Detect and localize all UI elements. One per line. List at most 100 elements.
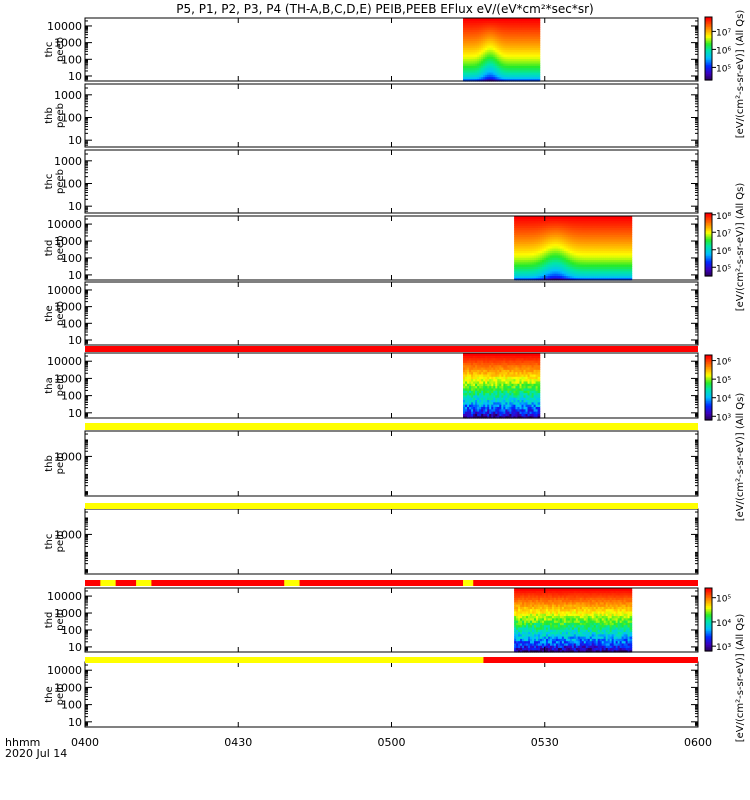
spectrogram-cell: [467, 45, 470, 48]
spectrogram-cell: [505, 369, 508, 373]
spectrogram-cell: [547, 241, 551, 245]
spectrogram-cell: [485, 38, 488, 42]
spectrogram-cell: [499, 18, 502, 21]
spectrogram-cell: [535, 404, 539, 407]
spectrogram-cell: [495, 58, 498, 62]
spectrogram-cell: [547, 227, 551, 231]
spectrogram-cell: [509, 49, 513, 53]
spectrogram-cell: [597, 220, 601, 224]
spectrogram-cell: [515, 394, 519, 398]
spectrogram-cell: [595, 277, 599, 281]
spectrogram-cell: [555, 252, 559, 256]
spectrogram-cell: [522, 620, 525, 623]
spectrogram-cell: [597, 266, 601, 270]
spectrogram-cell: [522, 642, 525, 646]
spectrogram-cell: [599, 264, 603, 267]
spectrogram-cell: [483, 362, 486, 366]
spectrogram-cell: [509, 27, 513, 30]
spectrogram-cell: [483, 387, 486, 391]
spectrogram-cell: [527, 369, 531, 373]
spectrogram-cell: [497, 36, 500, 39]
spectrogram-cell: [534, 649, 537, 653]
colorbar-cell: [705, 361, 712, 364]
spectrogram-cell: [521, 40, 525, 44]
spectrogram-cell: [497, 380, 500, 384]
spectrogram-cell: [536, 270, 539, 274]
spectrogram-cell: [518, 266, 521, 270]
spectrogram-cell: [481, 394, 484, 398]
spectrogram-cell: [587, 225, 591, 229]
spectrogram-cell: [531, 76, 535, 80]
spectrogram-cell: [507, 22, 510, 26]
spectrogram-cell: [567, 227, 571, 231]
spectrogram-cell: [475, 42, 478, 46]
spectrogram-cell: [481, 392, 484, 396]
spectrogram-cell: [545, 238, 549, 242]
spectrogram-cell: [597, 268, 601, 272]
colorbar-cell: [705, 387, 712, 390]
spectrogram-cell: [613, 218, 617, 222]
spectrogram-cell: [569, 218, 573, 222]
spectrogram-cell: [469, 45, 472, 48]
spectrogram-cell: [530, 245, 533, 249]
spectrogram-cell: [522, 597, 525, 601]
spectrogram-cell: [515, 369, 519, 373]
spectrogram-cell: [465, 58, 468, 62]
spectrogram-cell: [533, 74, 537, 78]
spectrogram-cell: [605, 238, 609, 242]
spectrogram-cell: [465, 72, 468, 75]
spectrogram-cell: [575, 220, 579, 224]
spectrogram-cell: [531, 383, 535, 387]
spectrogram-cell: [623, 227, 627, 231]
spectrogram-cell: [515, 399, 519, 403]
spectrogram-cell: [511, 380, 515, 384]
spectrogram-cell: [523, 63, 527, 66]
spectrogram-cell: [499, 72, 502, 75]
spectrogram-cell: [516, 649, 519, 653]
spectrogram-cell: [565, 277, 569, 281]
spectrogram-cell: [567, 222, 571, 226]
spectrogram-cell: [517, 373, 521, 377]
spectrogram-cell: [617, 220, 621, 224]
spectrogram-cell: [487, 45, 490, 48]
spectrogram-cell: [507, 362, 510, 366]
spectrogram-cell: [529, 415, 533, 419]
spectrogram-cell: [503, 65, 506, 69]
spectrogram-cell: [601, 216, 605, 219]
spectrogram-cell: [479, 22, 482, 26]
spectrogram-cell: [543, 268, 547, 272]
spectrogram-cell: [533, 27, 537, 30]
spectrogram-cell: [597, 264, 601, 267]
spectrogram-cell: [519, 78, 523, 82]
spectrogram-cell: [520, 606, 523, 610]
spectrogram-cell: [523, 415, 527, 419]
spectrogram-cell: [526, 254, 529, 258]
spectrogram-cell: [623, 259, 627, 263]
spectrogram-cell: [491, 40, 494, 44]
spectrogram-cell: [528, 222, 531, 226]
spectrogram-cell: [487, 357, 490, 361]
y-tick-label: 1000: [54, 301, 82, 314]
spectrogram-cell: [545, 259, 549, 263]
spectrogram-cell: [528, 220, 531, 224]
spectrogram-cell: [511, 47, 515, 51]
spectrogram-cell: [533, 378, 537, 382]
spectrogram-cell: [493, 51, 496, 55]
spectrogram-cell: [541, 601, 545, 605]
spectrogram-cell: [561, 218, 565, 222]
spectrogram-cell: [514, 222, 517, 226]
spectrogram-cell: [573, 261, 577, 265]
spectrogram-cell: [477, 371, 480, 375]
spectrogram-cell: [475, 20, 478, 24]
colorbar-cell: [705, 371, 712, 374]
spectrogram-cell: [511, 411, 515, 414]
spectrogram-cell: [493, 47, 496, 51]
spectrogram-cell: [539, 216, 543, 219]
spectrogram-cell: [514, 266, 517, 270]
spectrogram-cell: [535, 27, 539, 30]
spectrogram-cell: [485, 60, 488, 64]
spectrogram-cell: [545, 268, 549, 272]
spectrogram-cell: [530, 597, 533, 601]
panel-label: peeb: [55, 169, 66, 194]
spectrogram-cell: [623, 225, 627, 229]
